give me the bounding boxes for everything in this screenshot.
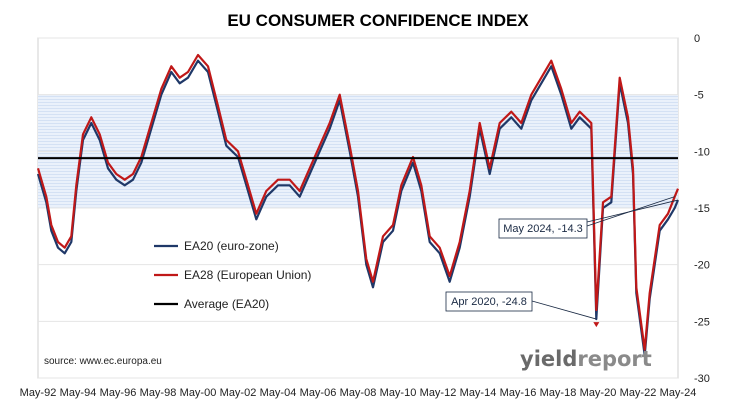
x-tick-label: May-98 (140, 387, 177, 399)
annotation-leader-line (531, 300, 597, 320)
y-tick-label: -25 (694, 316, 710, 328)
x-tick-label: May-12 (420, 387, 457, 399)
annotation-leader-line (586, 196, 675, 227)
annotation-label-apr-2020: Apr 2020, -24.8 (451, 296, 527, 308)
legend: EA20 (euro-zone) EA28 (European Union) A… (154, 239, 311, 311)
y-axis-ticks: 0 -5 -10 -15 -20 -25 -30 (694, 33, 710, 385)
x-tick-label: May-10 (380, 387, 417, 399)
series-line-ea28 (36, 53, 680, 351)
annotation-label-may-2024: May 2024, -14.3 (503, 223, 583, 235)
logo-part-1: yield (520, 347, 577, 371)
annotation-marker (593, 322, 600, 328)
y-tick-label: -15 (694, 203, 710, 215)
chart-title: EU CONSUMER CONFIDENCE INDEX (227, 11, 529, 30)
x-tick-label: May-18 (540, 387, 577, 399)
x-tick-label: May-94 (60, 387, 97, 399)
y-tick-label: -5 (694, 90, 704, 102)
logo-part-2: report (577, 347, 651, 371)
y-tick-label: 0 (694, 33, 700, 45)
y-tick-label: -10 (694, 146, 710, 158)
x-tick-label: May-20 (580, 387, 617, 399)
x-tick-label: May-16 (500, 387, 537, 399)
svg-text:yieldreport: yieldreport (520, 347, 652, 371)
series-lines (36, 53, 680, 357)
x-tick-label: May-08 (340, 387, 377, 399)
annotation-box-may-2024 (498, 218, 588, 239)
x-tick-label: May-04 (260, 387, 297, 399)
annotations: May 2024, -14.3 Apr 2020, -24.8 (445, 196, 679, 328)
x-tick-label: May-24 (660, 387, 697, 399)
x-tick-label: May-06 (300, 387, 337, 399)
annotation-box-apr-2020 (445, 291, 533, 312)
y-tick-label: -20 (694, 260, 710, 272)
legend-label-ea28: EA28 (European Union) (184, 268, 311, 282)
y-tick-label: -30 (694, 373, 710, 385)
x-tick-label: May-14 (460, 387, 497, 399)
x-tick-label: May-92 (20, 387, 57, 399)
yieldreport-logo: yieldreport (520, 347, 652, 371)
x-axis-ticks: May-92 May-94 May-96 May-98 May-00 May-02 May-… (20, 387, 697, 399)
x-tick-label: May-22 (620, 387, 657, 399)
legend-label-ea20: EA20 (euro-zone) (184, 239, 279, 253)
legend-label-average: Average (EA20) (184, 297, 269, 311)
x-tick-label: May-00 (180, 387, 217, 399)
source-note: source: www.ec.europa.eu (44, 356, 162, 367)
x-tick-label: May-96 (100, 387, 137, 399)
x-tick-label: May-02 (220, 387, 257, 399)
